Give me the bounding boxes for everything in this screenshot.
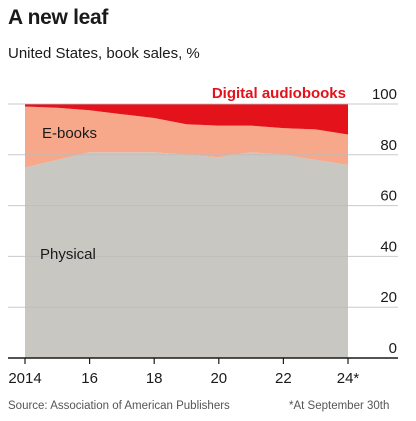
chart-subtitle: United States, book sales, % bbox=[8, 45, 200, 62]
series-label-audiobooks: Digital audiobooks bbox=[212, 85, 346, 102]
x-tick-label: 22 bbox=[275, 370, 292, 387]
x-tick-label: 2014 bbox=[8, 370, 41, 387]
chart-title: A new leaf bbox=[8, 6, 109, 29]
y-tick-label: 100 bbox=[372, 86, 397, 103]
y-tick-label: 0 bbox=[389, 340, 397, 357]
series-label-physical: Physical bbox=[40, 246, 96, 263]
y-tick-label: 80 bbox=[380, 137, 397, 154]
x-tick-label: 20 bbox=[210, 370, 227, 387]
x-tick-label: 16 bbox=[81, 370, 98, 387]
y-tick-label: 40 bbox=[380, 238, 397, 255]
source-note: Source: Association of American Publishe… bbox=[8, 400, 230, 412]
x-tick-label: 24* bbox=[337, 370, 360, 387]
y-tick-label: 60 bbox=[380, 188, 397, 205]
series-label-ebooks: E-books bbox=[42, 125, 97, 142]
footnote: *At September 30th bbox=[289, 400, 390, 412]
y-tick-label: 20 bbox=[380, 289, 397, 306]
area-digital-audiobooks bbox=[25, 104, 348, 135]
area-physical bbox=[25, 152, 348, 358]
area-e-books bbox=[25, 106, 348, 168]
x-tick-label: 18 bbox=[146, 370, 163, 387]
